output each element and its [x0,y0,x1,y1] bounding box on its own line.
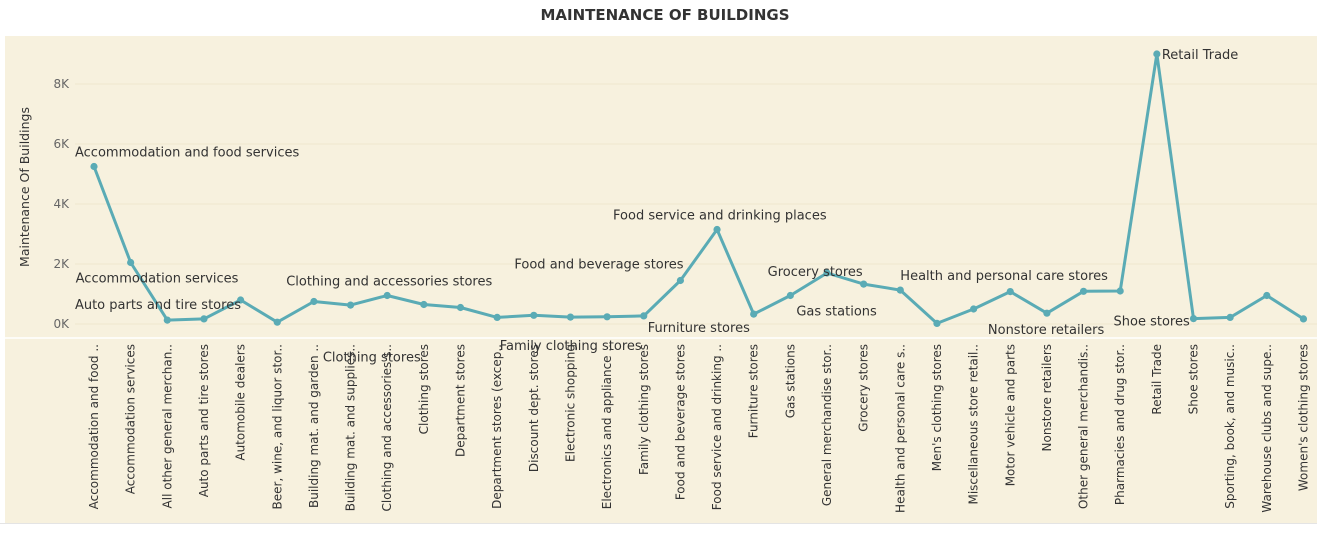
data-point[interactable] [493,313,501,321]
data-point[interactable] [566,313,575,321]
x-tick-label: Retail Trade [1150,344,1164,415]
x-tick-label: Electronic shopping [563,344,577,462]
line-chart: 0K 2K 4K 6K 8K Maintenance Of Buildings Accomm… [5,35,1317,523]
x-tick-label: Health and personal care s.. [893,344,907,513]
point-annotation: Clothing and accessories stores [286,275,492,290]
point-annotation: Shoe stores [1114,315,1190,330]
point-annotation: Gas stations [796,305,877,320]
x-tick-label: Sporting, book, and music.. [1223,344,1237,509]
x-tick-label: Miscellaneous store retail.. [967,344,981,505]
x-tick-label: Electronics and appliance .. [600,344,614,509]
point-annotation: Accommodation and food services [75,146,299,161]
data-point[interactable] [310,297,318,306]
data-point[interactable] [346,301,355,309]
point-annotation: Retail Trade [1162,48,1238,63]
x-tick-label: Nonstore retailers [1040,344,1054,451]
data-point[interactable] [1189,315,1198,323]
point-annotation: Family clothing stores [500,339,642,354]
point-annotation: Clothing stores [323,351,421,366]
y-tick-label: 6K [53,137,70,151]
data-point[interactable] [640,312,648,320]
y-tick-label: 4K [53,197,70,211]
x-tick-label: Motor vehicle and parts [1003,344,1017,486]
data-point[interactable] [127,258,135,267]
y-tick-label: 0K [53,317,70,331]
data-point[interactable] [1263,291,1271,300]
data-point[interactable] [933,319,941,327]
x-tick-label: Automobile dealers [234,344,248,461]
point-annotation: Accommodation services [76,272,239,287]
x-tick-label: Food service and drinking .. [710,344,724,510]
data-point[interactable] [456,303,465,312]
data-point[interactable] [90,162,98,171]
x-tick-label: Men's clothing stores [930,344,944,471]
x-tick-label: Department stores [454,344,468,457]
data-point[interactable] [163,316,171,324]
data-point[interactable] [750,310,758,318]
x-tick-label: Discount dept. stores [527,344,541,472]
data-point[interactable] [860,280,868,288]
data-point[interactable] [1153,50,1161,58]
data-point[interactable] [1299,315,1308,323]
chart-title: MAINTENANCE OF BUILDINGS [540,6,790,24]
x-tick-label: Department stores (excep.. [490,344,504,509]
y-axis-title: Maintenance Of Buildings [17,107,32,267]
x-tick-label: Food and beverage stores [673,344,687,500]
x-tick-label: Clothing stores [417,344,431,434]
x-tick-label: Clothing and accessories s.. [380,344,394,512]
x-tick-label: Grocery stores [857,344,871,432]
data-point[interactable] [273,318,281,326]
y-tick-label: 2K [53,257,70,271]
toolbar [0,523,1317,539]
data-point[interactable] [1226,313,1234,321]
x-tick-label: General merchandise stor.. [820,344,834,506]
x-tick-label: All other general merchan.. [160,344,174,508]
x-tick-label: Pharmacies and drug stor.. [1113,344,1127,505]
data-point[interactable] [200,315,208,323]
x-tick-label: Accommodation and food .. [87,344,101,509]
x-tick-label: Gas stations [783,344,797,418]
x-tick-label: Women's clothing stores [1296,344,1310,491]
data-point[interactable] [420,300,428,309]
plot-area [5,35,1317,338]
point-annotation: Health and personal care stores [900,269,1108,284]
data-point[interactable] [603,313,611,321]
point-annotation: Food service and drinking places [613,209,827,224]
x-tick-label: Accommodation services [124,344,138,494]
x-tick-label: Furniture stores [747,344,761,438]
data-point[interactable] [237,296,245,304]
data-point[interactable] [1116,287,1124,295]
x-tick-label: Building mat. and garden .. [307,344,321,508]
data-point[interactable] [383,291,391,300]
x-tick-label: Auto parts and tire stores [197,344,211,497]
data-point[interactable] [823,269,831,277]
point-annotation: Furniture stores [648,321,750,336]
x-tick-label: Family clothing stores [637,344,651,475]
data-point[interactable] [786,291,794,300]
point-annotation: Grocery stores [768,265,863,280]
y-tick-label: 8K [53,77,70,91]
point-annotation: Nonstore retailers [988,323,1105,338]
x-tick-label: Warehouse clubs and supe.. [1260,344,1274,513]
data-point[interactable] [676,276,685,285]
data-point[interactable] [1043,309,1051,317]
data-point[interactable] [530,311,538,319]
data-point[interactable] [1079,287,1088,295]
series-line [92,52,1305,325]
point-annotation: Auto parts and tire stores [75,298,241,313]
data-point[interactable] [713,225,721,234]
data-point[interactable] [970,305,978,313]
x-tick-label: Shoe stores [1187,344,1201,414]
x-tick-label: Building mat. and supplies.. [344,344,358,511]
data-point[interactable] [896,286,904,294]
x-tick-label: Other general merchandis.. [1077,344,1091,509]
data-point[interactable] [1006,288,1014,296]
point-annotation: Food and beverage stores [514,258,683,273]
axis-area [5,338,1317,523]
x-tick-label: Beer, wine, and liquor stor.. [270,344,284,509]
